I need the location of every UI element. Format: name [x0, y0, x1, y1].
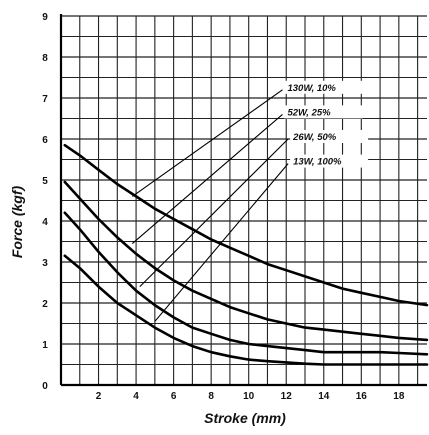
curve-label: 26W, 50% — [292, 132, 337, 143]
annotations: 130W, 10% 52W, 25% 26W, 50% 13W, 100% — [131, 80, 369, 322]
axes — [59, 14, 427, 387]
series-line — [63, 180, 429, 342]
x-tick-label: 4 — [133, 391, 139, 402]
x-tick-label: 6 — [171, 391, 177, 402]
y-tick-label: 5 — [42, 176, 48, 187]
leader-line — [139, 138, 289, 287]
leader-line — [154, 163, 289, 322]
y-tick-label: 2 — [42, 299, 48, 310]
y-tick-label: 0 — [42, 381, 48, 392]
x-tick-label: 12 — [281, 391, 293, 402]
x-tick-label: 10 — [243, 391, 255, 402]
curve-label: 13W, 100% — [293, 157, 342, 168]
x-tick-label: 8 — [208, 391, 214, 402]
y-tick-label: 6 — [42, 135, 48, 146]
y-tick-label: 9 — [42, 12, 48, 23]
y-tick-label: 4 — [42, 217, 48, 228]
series-line — [63, 254, 429, 366]
x-tick-label: 14 — [318, 391, 330, 402]
y-axis-title: Force (kgf) — [9, 185, 25, 258]
series-line — [63, 143, 429, 307]
curve-label-background — [290, 130, 369, 143]
y-tick-label: 8 — [42, 53, 48, 64]
curve-label-background — [290, 154, 369, 168]
y-tick-label: 7 — [42, 94, 48, 105]
leader-line — [131, 113, 283, 244]
x-axis-title: Stroke (mm) — [204, 410, 286, 426]
series-line — [63, 211, 429, 356]
curve-label-background — [284, 105, 363, 119]
x-tick-label: 18 — [393, 391, 405, 402]
leader-line — [132, 89, 283, 197]
grid — [61, 15, 427, 385]
x-tick-label: 2 — [96, 391, 102, 402]
y-tick-label: 1 — [42, 340, 48, 351]
y-tick-label: 3 — [42, 258, 48, 269]
x-tick-label: 16 — [356, 391, 368, 402]
curve-label: 130W, 10% — [287, 83, 336, 94]
curve-label-background — [284, 80, 363, 94]
curves — [63, 143, 429, 366]
curve-label: 52W, 25% — [287, 107, 331, 118]
